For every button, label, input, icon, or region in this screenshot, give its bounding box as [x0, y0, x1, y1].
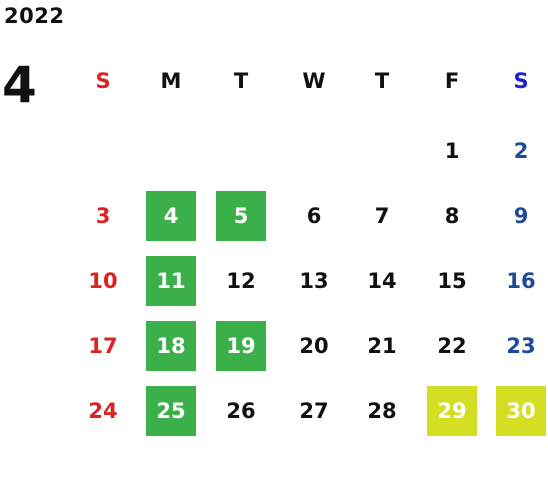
weekday-header-tue: T — [233, 69, 249, 93]
calendar-day-13[interactable]: 13 — [299, 269, 329, 293]
calendar-day-17[interactable]: 17 — [88, 334, 118, 358]
weekday-header-fri: F — [444, 69, 460, 93]
calendar-day-8[interactable]: 8 — [444, 204, 460, 228]
calendar-day-15[interactable]: 15 — [437, 269, 467, 293]
calendar-month: 4 — [2, 56, 37, 114]
calendar-day-28[interactable]: 28 — [367, 399, 397, 423]
calendar-day-10[interactable]: 10 — [88, 269, 118, 293]
calendar-day-25[interactable]: 25 — [146, 386, 196, 436]
weekday-header-wed: W — [302, 69, 326, 93]
weekday-header-thu: T — [374, 69, 390, 93]
calendar-day-19[interactable]: 19 — [216, 321, 266, 371]
calendar-day-5[interactable]: 5 — [216, 191, 266, 241]
calendar-day-18[interactable]: 18 — [146, 321, 196, 371]
calendar-day-22[interactable]: 22 — [437, 334, 467, 358]
weekday-header-sun: S — [95, 69, 111, 93]
calendar-day-11[interactable]: 11 — [146, 256, 196, 306]
calendar-day-9[interactable]: 9 — [513, 204, 529, 228]
calendar-day-4[interactable]: 4 — [146, 191, 196, 241]
calendar-day-14[interactable]: 14 — [367, 269, 397, 293]
calendar-day-30[interactable]: 30 — [496, 386, 546, 436]
calendar-day-6[interactable]: 6 — [306, 204, 322, 228]
calendar-day-1[interactable]: 1 — [444, 139, 460, 163]
calendar-day-23[interactable]: 23 — [506, 334, 536, 358]
weekday-header-sat: S — [513, 69, 529, 93]
calendar-day-7[interactable]: 7 — [374, 204, 390, 228]
calendar-day-21[interactable]: 21 — [367, 334, 397, 358]
calendar-day-20[interactable]: 20 — [299, 334, 329, 358]
calendar-day-2[interactable]: 2 — [513, 139, 529, 163]
calendar-year: 2022 — [4, 4, 65, 28]
calendar-day-16[interactable]: 16 — [506, 269, 536, 293]
calendar-day-12[interactable]: 12 — [226, 269, 256, 293]
calendar-day-29[interactable]: 29 — [427, 386, 477, 436]
calendar-day-26[interactable]: 26 — [226, 399, 256, 423]
weekday-header-mon: M — [160, 69, 182, 93]
calendar-day-3[interactable]: 3 — [95, 204, 111, 228]
calendar-day-24[interactable]: 24 — [88, 399, 118, 423]
calendar-day-27[interactable]: 27 — [299, 399, 329, 423]
